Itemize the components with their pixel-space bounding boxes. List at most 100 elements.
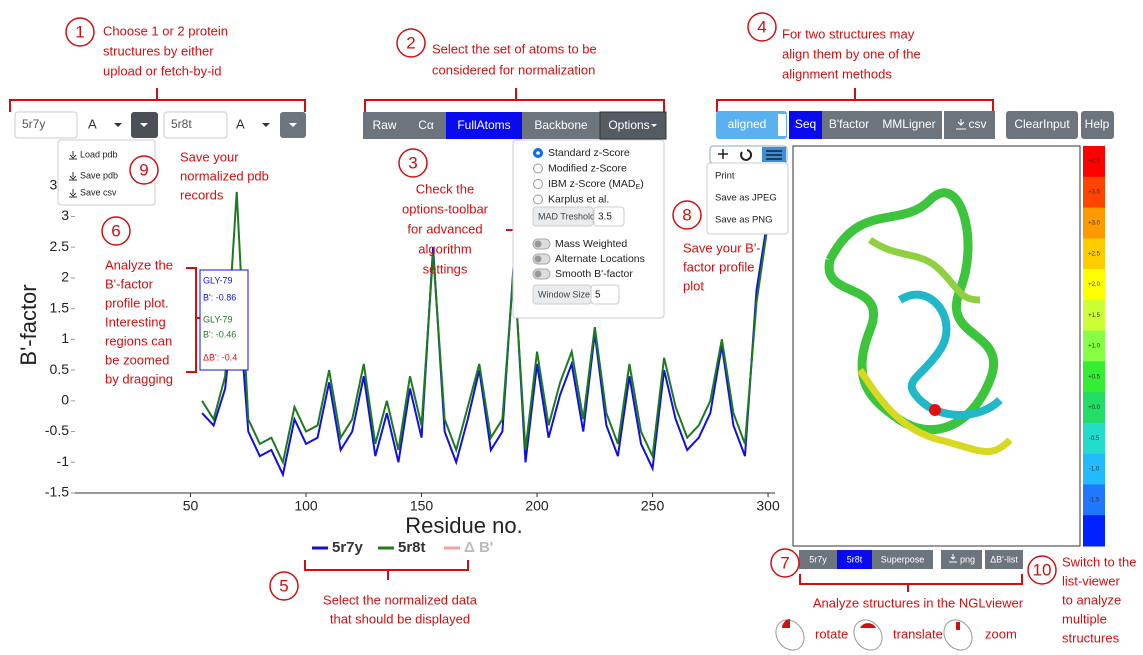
bracket xyxy=(800,574,1022,592)
y-tick-label: 0 xyxy=(61,392,69,408)
select-text[interactable]: A xyxy=(88,116,97,131)
button-label[interactable]: Superpose xyxy=(881,554,925,564)
colorbar-label: -0.5 xyxy=(1089,436,1100,442)
x-tick-label: 300 xyxy=(756,498,780,514)
y-tick-label: -1 xyxy=(57,453,70,469)
radio[interactable] xyxy=(534,180,543,189)
annotation-text: normalized pdb xyxy=(180,168,269,183)
tooltip-line: GLY-79 xyxy=(203,275,233,285)
button-label[interactable]: Options xyxy=(608,118,649,132)
series-line xyxy=(202,192,768,462)
radio-label[interactable]: IBM z-Score (MADE) xyxy=(548,178,644,191)
input-text: 3.5 xyxy=(598,212,612,223)
annotation-text: structures by either xyxy=(103,43,214,58)
annotation-text: regions can xyxy=(105,333,172,348)
mouse-label: rotate xyxy=(815,626,848,641)
menu-item[interactable]: Save csv xyxy=(80,187,117,197)
annotation-text: factor profile xyxy=(683,259,755,274)
step-number: 6 xyxy=(111,221,120,240)
annotation-text: alignment methods xyxy=(782,66,892,81)
colorbar-label: +2.0 xyxy=(1088,282,1101,288)
button-label[interactable]: 5r8t xyxy=(847,554,863,564)
step-number: 4 xyxy=(757,17,766,36)
button-label[interactable]: FullAtoms xyxy=(457,118,510,132)
colorbar-label: +0.5 xyxy=(1088,374,1101,380)
button-label[interactable]: Help xyxy=(1085,117,1110,131)
y-tick-label: 1.5 xyxy=(50,299,70,315)
x-tick-label: 150 xyxy=(410,498,434,514)
colorbar-label: +4.0 xyxy=(1088,159,1101,165)
annotation-text: be zoomed xyxy=(105,352,169,367)
legend-label[interactable]: Δ B' xyxy=(464,539,493,556)
y-tick-label: 2 xyxy=(61,269,69,285)
toggle-label[interactable]: Alternate Locations xyxy=(555,253,645,265)
button-label[interactable]: aligned xyxy=(728,117,767,131)
x-tick-label: 100 xyxy=(294,498,318,514)
bracket xyxy=(365,88,664,112)
toggle-label[interactable]: Smooth B'-factor xyxy=(555,268,633,280)
button-label[interactable]: 5r7y xyxy=(809,554,827,564)
step-number: 2 xyxy=(406,33,415,52)
button-label[interactable]: ClearInput xyxy=(1014,117,1070,131)
button-label[interactable]: Raw xyxy=(372,118,396,132)
menu-item[interactable]: Save pdb xyxy=(80,170,118,180)
annotation-text: Analyze the xyxy=(105,257,173,272)
step-number: 5 xyxy=(279,576,288,595)
annotation-text: align them by one of the xyxy=(782,46,921,61)
y-tick-label: 3 xyxy=(61,207,69,223)
suffix: ) xyxy=(640,178,644,190)
button-label[interactable]: csv xyxy=(969,117,987,131)
colorbar-label: +1.0 xyxy=(1088,344,1101,350)
menu-item[interactable]: Load pdb xyxy=(80,149,118,159)
y-tick-label: -1.5 xyxy=(45,484,69,500)
button-label[interactable]: png xyxy=(960,554,975,564)
y-tick-label: -0.5 xyxy=(45,422,69,438)
toggle-label[interactable]: Mass Weighted xyxy=(555,238,627,250)
radio-label[interactable]: Standard z-Score xyxy=(548,147,630,159)
menu-item[interactable]: Print xyxy=(715,171,735,182)
annotation-text: plot xyxy=(683,278,704,293)
tooltip-line: B': -0.86 xyxy=(203,292,236,302)
annotation-text: profile plot. xyxy=(105,295,169,310)
button-label[interactable]: MMLigner xyxy=(882,117,935,131)
button-label[interactable]: Backbone xyxy=(534,118,588,132)
menu-item[interactable]: Save as JPEG xyxy=(715,193,777,204)
colorbar-label: +3.0 xyxy=(1088,221,1101,227)
annotation-text: settings xyxy=(423,261,468,276)
annotation-text: to analyze xyxy=(1062,592,1121,607)
legend-label[interactable]: 5r8t xyxy=(398,539,426,556)
toggle-knob xyxy=(535,256,542,263)
mouse-icon xyxy=(938,614,978,655)
toggle-knob xyxy=(535,241,542,248)
radio[interactable] xyxy=(534,164,543,173)
menu-item[interactable]: Save as PNG xyxy=(715,215,773,226)
annotation-text: Select the normalized data xyxy=(323,592,478,607)
select-text[interactable]: A xyxy=(236,116,245,131)
step-number: 3 xyxy=(408,153,417,172)
button-label[interactable]: B'factor xyxy=(829,117,869,131)
radio-label[interactable]: Karplus et al. xyxy=(548,193,609,205)
button-label[interactable]: Cα xyxy=(418,118,434,132)
colorbar-label: -1.0 xyxy=(1089,467,1100,473)
tooltip-line: GLY-79 xyxy=(203,314,233,324)
caret xyxy=(114,123,122,127)
colorbar-label: -1.5 xyxy=(1089,497,1100,503)
toggle-knob xyxy=(778,114,786,136)
annotation-text: by dragging xyxy=(105,371,173,386)
button-label[interactable]: ΔB'-list xyxy=(990,554,1018,564)
radio[interactable] xyxy=(534,195,543,204)
y-axis-title: B'-factor xyxy=(16,284,41,365)
screenshot: -1.5-1-0.500.511.522.533.545010015020025… xyxy=(0,0,1143,655)
radio-label[interactable]: Modified z-Score xyxy=(548,162,627,174)
radio-dot xyxy=(536,151,540,155)
button-label[interactable]: Seq xyxy=(795,117,816,131)
annotation-text: For two structures may xyxy=(782,26,915,41)
mouse-label: zoom xyxy=(985,626,1017,641)
input-text: 5r7y xyxy=(22,117,45,131)
annotation-text: records xyxy=(180,187,224,202)
mouse-label: translate xyxy=(893,626,943,641)
legend-label[interactable]: 5r7y xyxy=(332,539,364,556)
y-tick-label: 0.5 xyxy=(50,361,70,377)
mouse-button xyxy=(956,622,960,630)
annotation-text: upload or fetch-by-id xyxy=(103,63,222,78)
